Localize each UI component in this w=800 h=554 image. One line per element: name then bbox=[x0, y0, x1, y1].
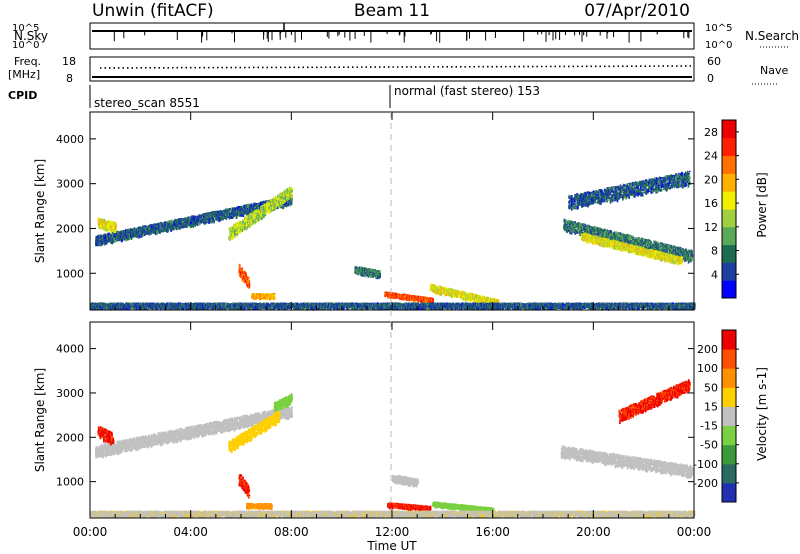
rti-figure: Unwin (fitACF) Beam 11 07/Apr/2010 N.Sky… bbox=[0, 0, 800, 554]
beam-title: Beam 11 bbox=[354, 1, 430, 21]
power-heatmap bbox=[90, 171, 696, 311]
date-title: 07/Apr/2010 bbox=[584, 1, 690, 21]
nsky-spikes bbox=[114, 23, 689, 43]
freq-tick-low: 8 bbox=[66, 72, 73, 85]
nave-line bbox=[100, 66, 692, 68]
site-title: Unwin (fitACF) bbox=[92, 1, 214, 21]
nave-label: Nave bbox=[760, 64, 788, 77]
heatmap-cell bbox=[174, 227, 176, 229]
cpid-1: stereo_scan 8551 bbox=[94, 96, 200, 110]
cpid-2: normal (fast stereo) 153 bbox=[394, 84, 540, 98]
freq-label: Freq. bbox=[14, 55, 41, 68]
freq-unit: [MHz] bbox=[8, 68, 40, 81]
heatmap-cell bbox=[157, 231, 159, 233]
cpid-label: CPID bbox=[8, 89, 37, 102]
freq-tick-high: 18 bbox=[62, 55, 76, 68]
nsearch-tick-high: 10^5 bbox=[705, 23, 732, 34]
nsky-panel bbox=[90, 23, 694, 49]
heatmap-cell bbox=[122, 238, 124, 239]
nsky-tick-low: 10^0 bbox=[12, 40, 39, 51]
nsearch-tick-low: 10^0 bbox=[705, 40, 732, 51]
nave-tick-low: 0 bbox=[707, 72, 714, 85]
heatmap-cell bbox=[141, 234, 143, 237]
nsky-tick-high: 10^5 bbox=[12, 23, 39, 34]
nave-tick-high: 60 bbox=[707, 55, 721, 68]
nsearch-label: N.Search bbox=[745, 29, 799, 43]
